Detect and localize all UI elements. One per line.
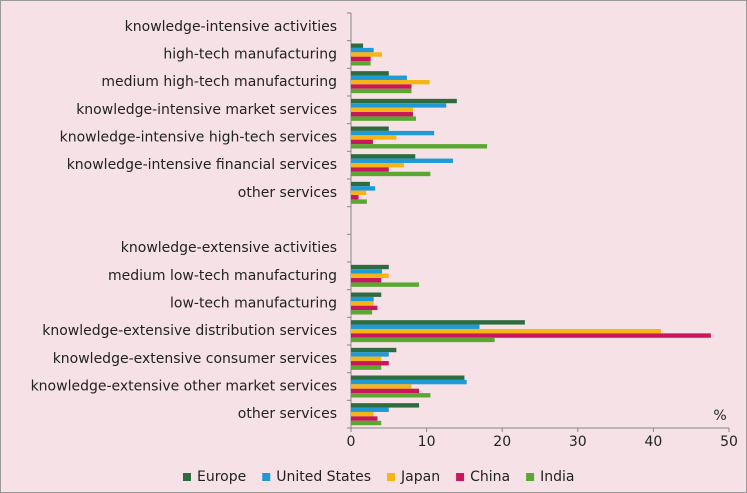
- bar: [351, 181, 370, 187]
- bar: [351, 310, 373, 315]
- bar: [351, 420, 382, 426]
- x-tick-label: 50: [720, 434, 738, 450]
- bar: [351, 264, 389, 270]
- bar: [351, 411, 374, 417]
- y-tick-label: knowledge-extensive distribution service…: [42, 323, 337, 339]
- x-tick-label: 10: [418, 434, 436, 450]
- bar: [351, 388, 420, 394]
- bar: [351, 130, 435, 136]
- bar: [351, 361, 389, 366]
- bar: [351, 88, 412, 94]
- bar: [351, 75, 407, 80]
- legend-label: Japan: [400, 469, 440, 485]
- bar: [351, 320, 525, 325]
- bar: [351, 301, 374, 306]
- bar: [351, 278, 382, 283]
- bar: [351, 79, 430, 85]
- y-tick-label: other services: [238, 406, 337, 422]
- y-tick-label: knowledge-intensive financial services: [67, 157, 337, 173]
- bar: [351, 199, 367, 204]
- bar: [351, 273, 389, 279]
- x-axis-unit: %: [713, 408, 726, 424]
- bar: [351, 269, 382, 274]
- legend-swatch: [456, 473, 465, 481]
- y-tick-label: low-tech manufacturing: [170, 296, 337, 312]
- legend-label: China: [470, 469, 510, 485]
- y-tick-label: knowledge-intensive high-tech services: [60, 130, 337, 146]
- y-tick-label: knowledge-intensive market services: [76, 102, 337, 118]
- y-tick-label: knowledge-extensive other market service…: [31, 379, 337, 395]
- bar: [351, 384, 412, 389]
- bar: [351, 305, 378, 311]
- y-tick-label: knowledge-extensive consumer services: [53, 351, 337, 367]
- x-tick-label: 30: [569, 434, 587, 450]
- bar: [351, 43, 364, 48]
- y-tick-label: high-tech manufacturing: [163, 47, 337, 63]
- bar: [351, 139, 373, 145]
- bar: [351, 337, 495, 343]
- bar: [351, 186, 376, 191]
- legend-swatch: [387, 473, 396, 481]
- bar: [351, 162, 404, 168]
- x-tick-label: 0: [347, 434, 356, 450]
- bar: [351, 158, 454, 163]
- bar: [351, 282, 420, 287]
- bar: [351, 292, 382, 297]
- bar: [351, 356, 382, 362]
- x-tick-label: 20: [493, 434, 511, 450]
- bar: [351, 112, 413, 117]
- bar: [351, 328, 661, 334]
- bar: [351, 347, 397, 353]
- bar: [351, 375, 465, 380]
- bar: [351, 407, 389, 412]
- bar: [351, 352, 389, 357]
- x-tick-label: 40: [644, 434, 662, 450]
- y-tick-label: medium low-tech manufacturing: [108, 268, 337, 284]
- bar: [351, 154, 416, 159]
- bar: [351, 403, 420, 408]
- legend-swatch: [526, 473, 535, 481]
- bar: [351, 324, 480, 329]
- bar: [351, 61, 371, 66]
- bar: [351, 333, 711, 338]
- bar: [351, 98, 457, 104]
- bar: [351, 195, 359, 200]
- bar: [351, 296, 374, 302]
- bar: [351, 393, 431, 398]
- bar: [351, 103, 447, 108]
- y-tick-label: knowledge-extensive activities: [121, 240, 337, 256]
- bar: [351, 126, 389, 131]
- bar: [351, 84, 412, 89]
- bar: [351, 135, 397, 140]
- legend-label: Europe: [197, 469, 246, 485]
- bar: [351, 56, 371, 62]
- bar: [351, 416, 378, 421]
- legend-swatch: [262, 473, 271, 481]
- legend-label: India: [540, 469, 574, 485]
- bar: [351, 107, 413, 113]
- legend-label: United States: [276, 469, 371, 485]
- bar: [351, 144, 488, 149]
- bar: [351, 116, 417, 121]
- bar: [351, 167, 389, 172]
- bar: [351, 52, 382, 57]
- y-tick-label: medium high-tech manufacturing: [101, 74, 337, 90]
- bar: [351, 71, 389, 76]
- y-tick-label: other services: [238, 185, 337, 201]
- bar: [351, 47, 374, 53]
- y-tick-label: knowledge-intensive activities: [125, 19, 337, 35]
- legend-swatch: [183, 473, 191, 481]
- bar: [351, 190, 367, 196]
- bar: [351, 365, 382, 370]
- bar: [351, 171, 431, 177]
- bar: [351, 379, 467, 385]
